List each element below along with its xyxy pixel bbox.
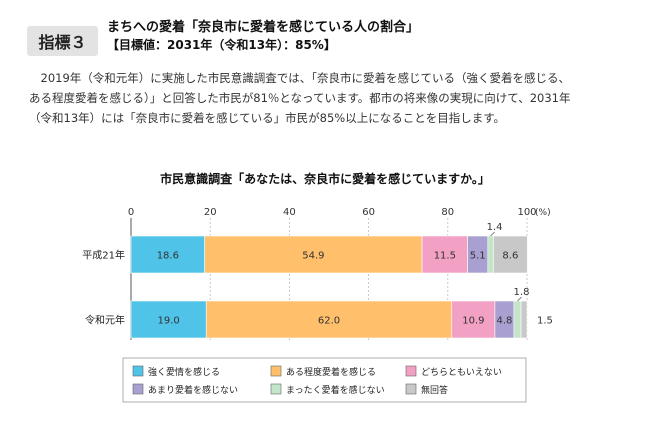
category-label: 令和元年 bbox=[85, 314, 125, 327]
legend-label: 強く愛情を感じる bbox=[148, 366, 220, 378]
bar-segment bbox=[487, 235, 494, 274]
indicator-target: 【目標値：2031年（令和13年）：85%】 bbox=[107, 38, 336, 52]
data-label-leader bbox=[490, 231, 495, 237]
description-line-2: ある程度愛着を感じる）」と回答した市民が81％となっています。都市の将来像の実現… bbox=[29, 91, 571, 105]
x-tick-label: 80 bbox=[441, 207, 454, 218]
legend-label: まったく愛着を感じない bbox=[286, 384, 385, 396]
legend-label: 無回答 bbox=[421, 384, 448, 396]
data-label: 1.4 bbox=[487, 222, 503, 233]
data-label: 1.8 bbox=[514, 287, 530, 298]
legend-label: どちらともいえない bbox=[421, 367, 502, 378]
legend-swatch bbox=[132, 365, 144, 377]
data-label: 62.0 bbox=[318, 316, 340, 327]
data-label: 54.9 bbox=[302, 251, 324, 262]
legend-label: ある程度愛着を感じる bbox=[286, 366, 376, 378]
x-tick-label: 60 bbox=[362, 207, 375, 218]
data-label: 4.8 bbox=[496, 316, 512, 327]
indicator-badge: 指標３ bbox=[27, 26, 98, 56]
bar-segment bbox=[451, 300, 496, 339]
data-label: 18.6 bbox=[157, 251, 179, 262]
x-tick-label: 40 bbox=[283, 207, 296, 218]
bar-segment bbox=[130, 300, 207, 339]
data-label-leader bbox=[517, 296, 522, 302]
description-line-3: （令和13年）には「奈良市に愛着を感じている」市民が85%以上になることを目指し… bbox=[29, 111, 506, 125]
legend-swatch bbox=[270, 383, 282, 395]
data-label: 5.1 bbox=[470, 251, 486, 262]
category-label: 平成21年 bbox=[82, 249, 125, 262]
data-label: 1.5 bbox=[537, 316, 553, 327]
bar-segment bbox=[520, 300, 528, 339]
data-label: 19.0 bbox=[157, 316, 179, 327]
x-tick-label: 0 bbox=[128, 207, 134, 218]
x-unit-label: (%) bbox=[535, 208, 551, 218]
data-label: 8.6 bbox=[502, 251, 518, 262]
legend-swatch bbox=[270, 365, 282, 377]
bar-segment bbox=[130, 235, 205, 274]
legend-swatch bbox=[405, 383, 417, 395]
legend-label: あまり愛着を感じない bbox=[148, 384, 238, 396]
description: 2019年（令和元年）に実施した市民意識調査では、「奈良市に愛着を感じている（強… bbox=[29, 68, 629, 128]
bar-segment bbox=[513, 300, 522, 339]
chart-title: 市民意識調査「あなたは、奈良市に愛着を感じていますか。」 bbox=[160, 171, 490, 186]
legend-swatch bbox=[132, 383, 144, 395]
legend-box bbox=[122, 357, 527, 403]
indicator-title: まちへの愛着「奈良市に愛着を感じている人の割合」 bbox=[107, 20, 420, 35]
x-tick-label: 100 bbox=[517, 207, 536, 218]
data-label: 11.5 bbox=[434, 251, 456, 262]
bar-segment bbox=[205, 300, 453, 339]
legend-swatch bbox=[405, 365, 417, 377]
survey-chart: 市民意識調査「あなたは、奈良市に愛着を感じていますか。」 0 20 40 60 80 100… bbox=[82, 171, 553, 403]
x-tick-label: 20 bbox=[204, 207, 217, 218]
description-line-1: 2019年（令和元年）に実施した市民意識調査では、「奈良市に愛着を感じている（強… bbox=[40, 71, 571, 85]
data-label: 10.9 bbox=[462, 316, 484, 327]
bar-segment bbox=[493, 235, 528, 274]
